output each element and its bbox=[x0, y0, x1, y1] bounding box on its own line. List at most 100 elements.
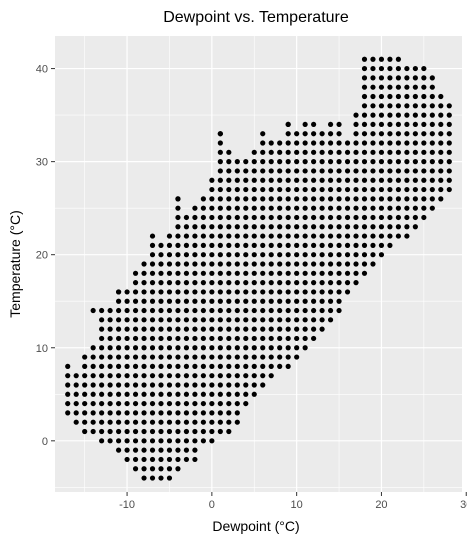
data-point bbox=[379, 150, 384, 155]
data-point bbox=[175, 392, 180, 397]
x-tick-label: 10 bbox=[291, 499, 303, 511]
data-point bbox=[116, 364, 121, 369]
data-point bbox=[269, 354, 274, 359]
data-point bbox=[303, 206, 308, 211]
data-point bbox=[141, 317, 146, 322]
data-point bbox=[235, 345, 240, 350]
data-point bbox=[379, 94, 384, 99]
data-point bbox=[319, 168, 324, 173]
data-point bbox=[336, 261, 341, 266]
data-point bbox=[91, 373, 96, 378]
data-point bbox=[319, 280, 324, 285]
data-point bbox=[260, 373, 265, 378]
data-point bbox=[201, 327, 206, 332]
data-point bbox=[362, 224, 367, 229]
data-point bbox=[133, 401, 138, 406]
data-point bbox=[167, 280, 172, 285]
data-point bbox=[379, 196, 384, 201]
data-point bbox=[209, 429, 214, 434]
data-point bbox=[370, 206, 375, 211]
data-point bbox=[379, 122, 384, 127]
data-point bbox=[404, 233, 409, 238]
data-point bbox=[116, 317, 121, 322]
data-point bbox=[362, 243, 367, 248]
data-point bbox=[438, 94, 443, 99]
data-point bbox=[328, 317, 333, 322]
data-point bbox=[379, 75, 384, 80]
data-point bbox=[260, 308, 265, 313]
data-point bbox=[167, 233, 172, 238]
data-point bbox=[421, 94, 426, 99]
data-point bbox=[133, 289, 138, 294]
data-point bbox=[294, 187, 299, 192]
data-point bbox=[336, 168, 341, 173]
data-point bbox=[303, 215, 308, 220]
data-point bbox=[370, 150, 375, 155]
data-point bbox=[311, 289, 316, 294]
data-point bbox=[226, 345, 231, 350]
data-point bbox=[379, 113, 384, 118]
data-point bbox=[158, 243, 163, 248]
data-point bbox=[209, 243, 214, 248]
data-point bbox=[370, 168, 375, 173]
data-point bbox=[303, 308, 308, 313]
data-point bbox=[345, 150, 350, 155]
data-point bbox=[192, 392, 197, 397]
data-point bbox=[209, 392, 214, 397]
data-point bbox=[252, 233, 257, 238]
data-point bbox=[201, 261, 206, 266]
data-point bbox=[447, 178, 452, 183]
data-point bbox=[269, 271, 274, 276]
data-point bbox=[226, 215, 231, 220]
data-point bbox=[269, 150, 274, 155]
data-point bbox=[396, 196, 401, 201]
data-point bbox=[158, 466, 163, 471]
data-point bbox=[108, 382, 113, 387]
data-point bbox=[260, 233, 265, 238]
data-point bbox=[303, 261, 308, 266]
data-point bbox=[116, 336, 121, 341]
data-point bbox=[336, 271, 341, 276]
data-point bbox=[404, 178, 409, 183]
data-point bbox=[396, 140, 401, 145]
data-point bbox=[235, 392, 240, 397]
data-point bbox=[413, 159, 418, 164]
data-point bbox=[328, 140, 333, 145]
data-point bbox=[226, 420, 231, 425]
data-point bbox=[235, 336, 240, 341]
data-point bbox=[158, 345, 163, 350]
data-point bbox=[209, 299, 214, 304]
data-point bbox=[192, 243, 197, 248]
data-point bbox=[218, 224, 223, 229]
data-point bbox=[235, 206, 240, 211]
data-point bbox=[226, 382, 231, 387]
data-point bbox=[421, 178, 426, 183]
data-point bbox=[243, 354, 248, 359]
data-point bbox=[311, 150, 316, 155]
data-point bbox=[362, 196, 367, 201]
data-point bbox=[226, 159, 231, 164]
data-point bbox=[235, 233, 240, 238]
data-point bbox=[175, 401, 180, 406]
data-point bbox=[124, 299, 129, 304]
data-point bbox=[252, 252, 257, 257]
data-point bbox=[99, 354, 104, 359]
data-point bbox=[413, 131, 418, 136]
data-point bbox=[413, 187, 418, 192]
data-point bbox=[345, 178, 350, 183]
data-point bbox=[252, 317, 257, 322]
data-point bbox=[269, 187, 274, 192]
data-point bbox=[345, 271, 350, 276]
data-point bbox=[260, 224, 265, 229]
data-point bbox=[167, 448, 172, 453]
data-point bbox=[218, 196, 223, 201]
data-point bbox=[175, 354, 180, 359]
data-point bbox=[328, 233, 333, 238]
data-point bbox=[150, 429, 155, 434]
data-point bbox=[277, 336, 282, 341]
data-point bbox=[167, 429, 172, 434]
data-point bbox=[192, 317, 197, 322]
data-point bbox=[336, 289, 341, 294]
data-point bbox=[124, 354, 129, 359]
data-point bbox=[91, 382, 96, 387]
